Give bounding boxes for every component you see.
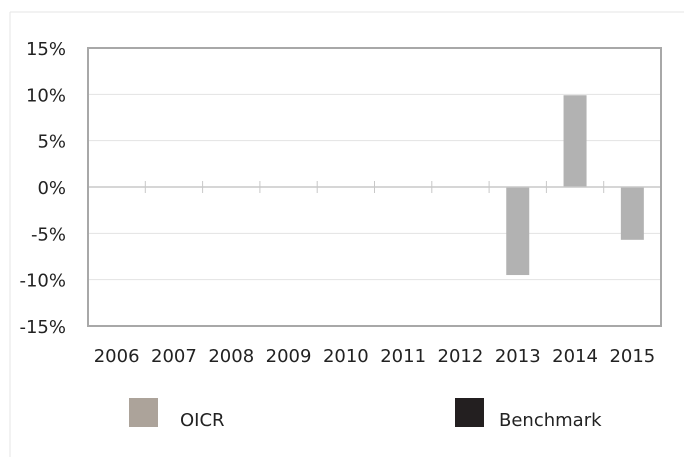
legend-label-benchmark: Benchmark bbox=[499, 410, 602, 431]
y-axis-tick-labels: 15% 10% 5% 0% -5% -10% -15% bbox=[19, 39, 66, 338]
y-tick-label: -5% bbox=[31, 224, 66, 245]
y-tick-label: 10% bbox=[26, 85, 66, 106]
x-tick-label: 2012 bbox=[438, 346, 484, 367]
x-axis-tick-labels: 2006 2007 2008 2009 2010 2011 2012 2013 2014 2015 bbox=[94, 346, 656, 367]
y-tick-label: 0% bbox=[37, 178, 66, 199]
x-tick-label: 2014 bbox=[552, 346, 598, 367]
y-tick-label: -15% bbox=[19, 317, 66, 338]
bar-oicr-2013 bbox=[506, 187, 530, 276]
x-tick-label: 2015 bbox=[609, 346, 655, 367]
x-tick-label: 2006 bbox=[94, 346, 140, 367]
legend-swatch-benchmark bbox=[455, 398, 484, 427]
bar-oicr-2014 bbox=[563, 95, 587, 187]
x-tick-label: 2013 bbox=[495, 346, 541, 367]
y-tick-label: 5% bbox=[37, 132, 66, 153]
x-tick-label: 2010 bbox=[323, 346, 369, 367]
bars bbox=[506, 95, 644, 276]
legend-swatch-oicr bbox=[129, 398, 158, 427]
y-tick-label: -10% bbox=[19, 271, 66, 292]
x-tick-label: 2008 bbox=[208, 346, 254, 367]
plot-area-border bbox=[87, 47, 662, 327]
x-tick-label: 2007 bbox=[151, 346, 197, 367]
y-tick-label: 15% bbox=[26, 39, 66, 60]
x-tick-label: 2009 bbox=[266, 346, 312, 367]
bar-oicr-2015 bbox=[620, 187, 644, 240]
x-tick-label: 2011 bbox=[380, 346, 426, 367]
legend-label-oicr: OICR bbox=[180, 410, 225, 431]
legend: OICR Benchmark bbox=[129, 398, 602, 431]
